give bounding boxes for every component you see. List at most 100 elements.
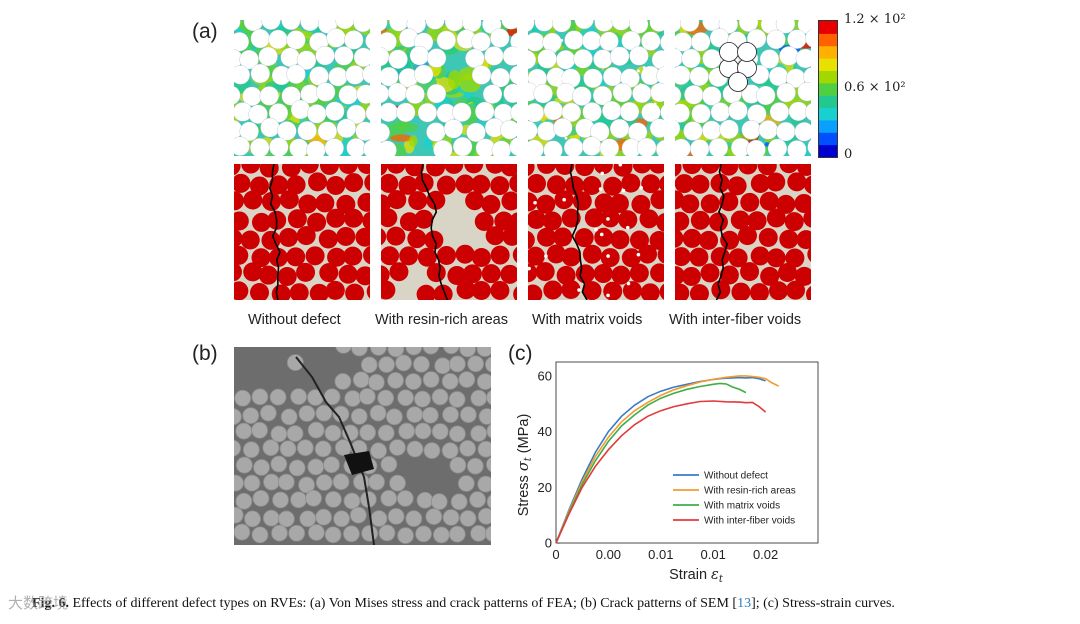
sem-crack: [295, 356, 375, 545]
colorbar-step: [819, 132, 837, 146]
fiber: [414, 64, 434, 85]
fiber: [234, 228, 243, 248]
sem-fiber: [377, 389, 395, 407]
colorbar-min-label: 0: [844, 147, 853, 162]
fiber: [552, 20, 572, 33]
reference-link[interactable]: 13: [737, 596, 752, 611]
fiber: [749, 283, 769, 300]
sem-fiber: [448, 355, 466, 373]
fiber: [234, 211, 249, 231]
fiber: [528, 20, 535, 32]
fiber: [759, 191, 779, 211]
fiber: [345, 283, 365, 300]
fiber: [710, 173, 730, 193]
fiber: [769, 102, 790, 122]
sem-fiber: [476, 347, 491, 357]
fiber: [414, 209, 434, 229]
fiber: [509, 212, 517, 231]
fiber: [381, 122, 390, 143]
fiber: [564, 30, 584, 50]
fiber: [787, 140, 807, 156]
fiber: [307, 212, 327, 232]
sem-fiber: [368, 473, 386, 491]
fiber: [471, 174, 491, 194]
fiber: [490, 28, 510, 48]
fiber: [758, 120, 778, 140]
fiber: [346, 138, 366, 156]
fiber: [344, 208, 364, 228]
fiber: [268, 103, 289, 123]
fiber: [381, 140, 397, 156]
fiber: [471, 32, 491, 52]
sem-fiber: [486, 494, 491, 509]
fiber: [462, 264, 482, 284]
sem-fiber: [367, 373, 385, 391]
sem-fiber: [307, 421, 325, 439]
x-tick-label: 0.01: [648, 547, 673, 562]
fiber: [512, 246, 517, 263]
sem-fiber: [431, 423, 449, 440]
fiber: [502, 226, 517, 246]
sem-fiber: [288, 459, 306, 477]
fiber: [509, 173, 517, 193]
fiber: [426, 83, 447, 104]
fiber: [650, 190, 664, 210]
matrix-void: [621, 188, 626, 193]
fiber: [639, 209, 659, 229]
sem-fiber: [466, 457, 484, 475]
fiber: [344, 30, 364, 50]
fiber: [555, 164, 575, 176]
fiber: [710, 102, 730, 122]
fiber: [621, 30, 641, 51]
fiber: [510, 103, 517, 122]
sem-fiber: [370, 347, 387, 356]
fiber: [738, 20, 759, 32]
fiber: [475, 138, 495, 156]
fiber: [364, 173, 370, 192]
fiber: [346, 104, 366, 125]
sem-fiber: [324, 490, 342, 508]
sem-fiber: [442, 509, 460, 526]
sem-fiber: [299, 510, 317, 528]
fiber: [796, 230, 811, 250]
fiber: [621, 248, 641, 268]
fiber: [796, 164, 811, 176]
sem-fiber: [323, 456, 340, 474]
fiber: [365, 32, 370, 50]
fiber: [561, 247, 581, 267]
sem-fiber: [324, 526, 342, 544]
matrix-void: [606, 293, 610, 298]
matrix-void: [577, 288, 581, 292]
colorbar-mid-label: 0.6 × 10²: [844, 80, 906, 95]
matrix-void: [606, 254, 610, 258]
fiber: [807, 246, 811, 262]
crack-tile-matrix-voids: [528, 164, 664, 300]
sem-fiber: [324, 424, 342, 442]
fiber: [582, 281, 602, 300]
fiber: [691, 32, 711, 52]
fiber: [619, 102, 640, 122]
fiber: [396, 102, 416, 123]
fiber: [766, 172, 786, 192]
fiber: [537, 227, 557, 247]
sem-fiber: [234, 523, 251, 541]
fiber: [513, 286, 517, 300]
fiber: [426, 164, 446, 177]
fiber: [609, 118, 630, 139]
fiber: [641, 31, 661, 51]
matrix-void: [536, 150, 539, 153]
fiber: [503, 83, 517, 104]
fiber: [269, 137, 289, 156]
fiber: [407, 229, 427, 249]
fiber: [756, 85, 776, 106]
fiber: [465, 48, 485, 69]
fiber: [381, 265, 390, 285]
fiber: [794, 122, 811, 142]
sem-fiber: [270, 455, 288, 473]
fiber: [417, 247, 437, 267]
matrix-void: [625, 225, 630, 230]
fiber: [501, 191, 517, 211]
fiber: [740, 192, 760, 212]
fiber: [308, 172, 328, 192]
fiber: [316, 82, 336, 102]
